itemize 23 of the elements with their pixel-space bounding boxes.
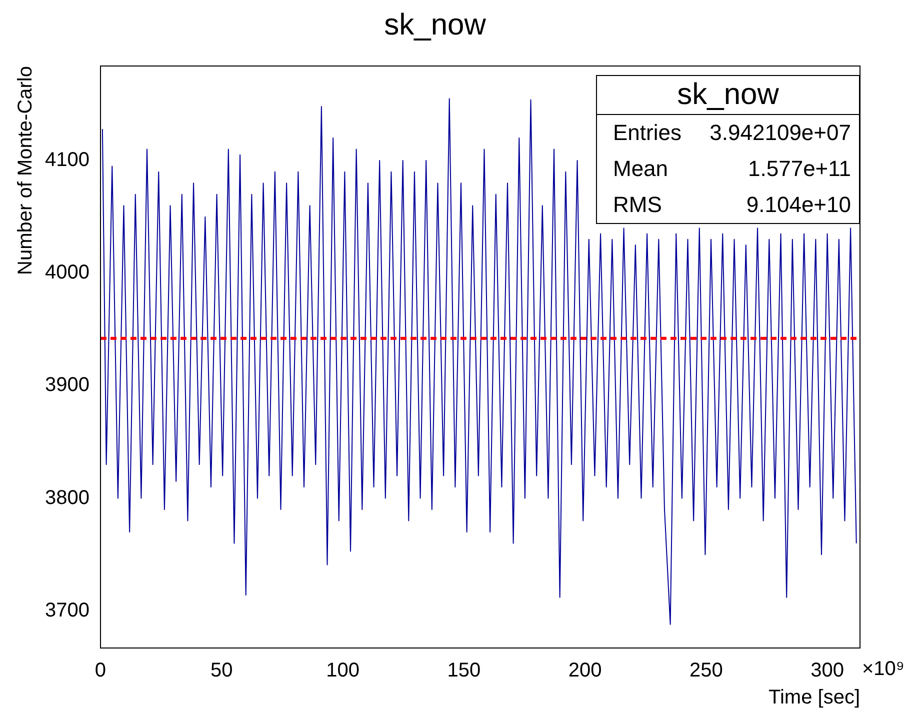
y-axis-title: Number of Monte-Carlo xyxy=(14,66,37,275)
y-tick-label: 4000 xyxy=(44,262,90,284)
chart-title: sk_now xyxy=(384,8,486,42)
annotation: 9.104e+10 xyxy=(746,192,851,218)
x-tick-label: 300 xyxy=(810,660,844,682)
x-tick-label: 100 xyxy=(326,660,360,682)
y-tick-label: 4100 xyxy=(44,149,90,172)
x-tick-label: 0 xyxy=(94,660,106,682)
y-tick-label: 3900 xyxy=(44,374,90,396)
annotation: RMS xyxy=(613,192,662,218)
y-tick-label: 3700 xyxy=(44,599,90,622)
annotation: sk_now xyxy=(597,76,859,115)
x-tick-label: 250 xyxy=(689,660,723,682)
annotation: 3.942109e+07 xyxy=(710,120,851,146)
x-tick-label: 50 xyxy=(210,660,233,682)
x-tick-label: 150 xyxy=(447,660,481,682)
annotation: Mean xyxy=(613,156,668,182)
y-tick-label: 3800 xyxy=(44,486,90,509)
text: ×10⁹ xyxy=(862,658,904,681)
annotation: 1.577e+11 xyxy=(748,156,851,182)
x-axis-title: Time [sec] xyxy=(768,686,860,709)
annotation: Entries xyxy=(613,120,682,146)
x-tick-label: 200 xyxy=(568,660,602,682)
